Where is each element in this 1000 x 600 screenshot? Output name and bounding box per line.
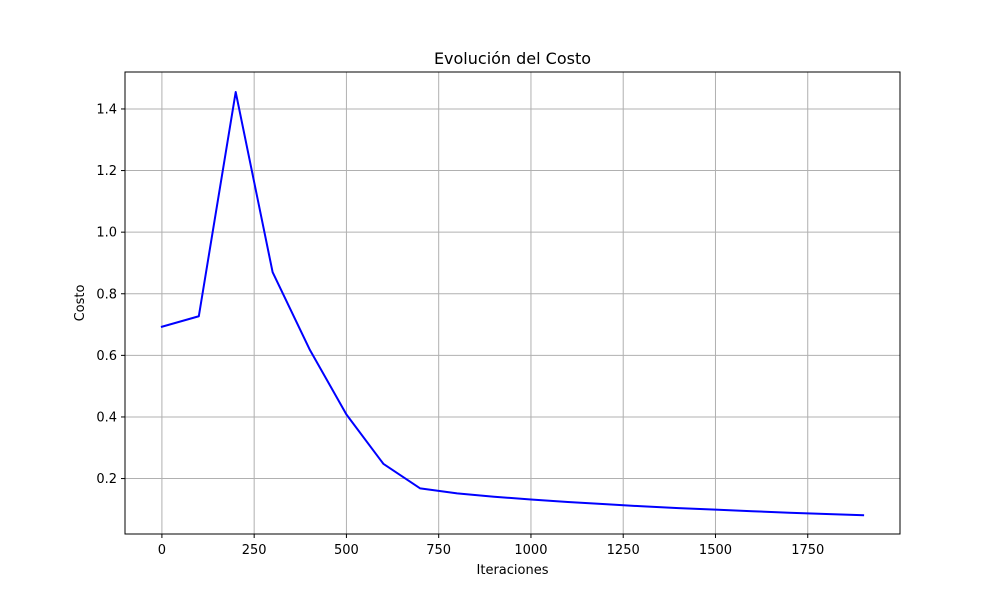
cost-data-point	[419, 487, 421, 489]
axes-frame	[124, 71, 901, 535]
cost-data-point	[678, 507, 680, 509]
x-tick-label: 500	[334, 543, 359, 558]
cost-data-point	[235, 91, 237, 93]
grid	[125, 72, 900, 534]
cost-data-point	[198, 315, 200, 317]
cost-data-point	[788, 512, 790, 514]
x-tick-label: 1000	[514, 543, 547, 558]
cost-data-point	[272, 271, 274, 273]
cost-data-point	[161, 326, 163, 328]
cost-series-line	[160, 91, 865, 517]
chart-title: Evolución del Costo	[434, 49, 591, 68]
y-tick-label: 1.0	[96, 226, 117, 241]
y-tick-label: 0.2	[96, 472, 117, 487]
y-tick-label: 0.4	[96, 410, 117, 425]
y-axis-ticks: 0.2 0.4 0.6 0.8 1.0 1.2 1.4	[96, 102, 125, 487]
x-axis-label: Iteraciones	[477, 563, 549, 578]
y-tick-label: 0.6	[96, 349, 117, 364]
cost-data-point	[309, 348, 311, 350]
cost-data-point	[641, 505, 643, 507]
cost-data-point	[751, 510, 753, 512]
cost-data-point	[530, 499, 532, 501]
cost-data-point	[825, 513, 827, 515]
cost-data-point	[862, 514, 864, 516]
series-layer	[160, 91, 865, 517]
x-tick-label: 0	[158, 543, 166, 558]
y-tick-label: 0.8	[96, 287, 117, 302]
x-tick-label: 1250	[607, 543, 640, 558]
x-tick-label: 1750	[791, 543, 824, 558]
cost-data-point	[604, 503, 606, 505]
cost-data-point	[345, 413, 347, 415]
x-tick-label: 250	[242, 543, 267, 558]
cost-data-point	[382, 463, 384, 465]
x-tick-label: 1500	[699, 543, 732, 558]
x-axis-ticks: 0 250 500 750 1000 1250 1500 1750	[158, 534, 824, 558]
cost-data-point	[456, 492, 458, 494]
y-tick-label: 1.2	[96, 164, 117, 179]
cost-data-point	[493, 496, 495, 498]
x-tick-label: 750	[426, 543, 451, 558]
y-axis-label: Costo	[73, 285, 88, 322]
y-tick-label: 1.4	[96, 102, 117, 117]
cost-data-point	[714, 509, 716, 511]
cost-data-point	[567, 501, 569, 503]
